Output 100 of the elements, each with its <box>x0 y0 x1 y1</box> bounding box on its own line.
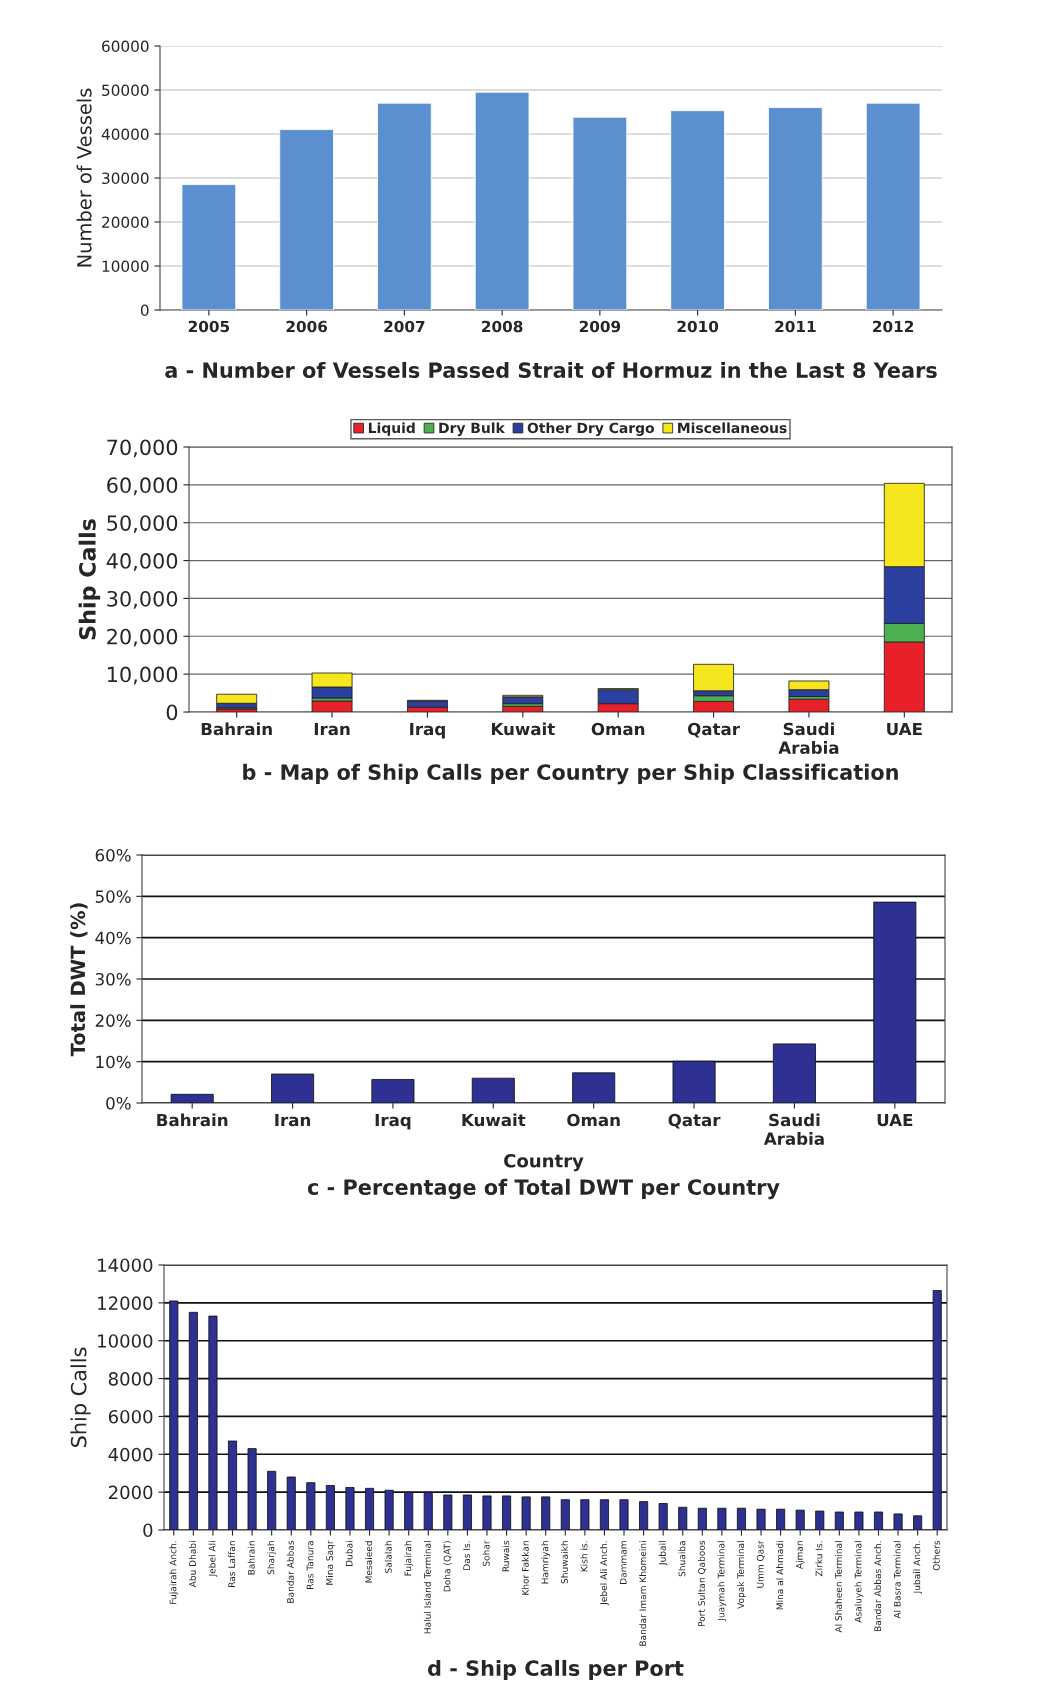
bar <box>216 693 258 704</box>
x-tick-label: Doha (QAT) <box>443 1541 452 1592</box>
x-tick-label: 2005 <box>188 320 230 333</box>
y-tick-label: 40000 <box>101 128 149 141</box>
text: c - Percentage of Total DWT per Country <box>307 1178 780 1200</box>
bar <box>893 1513 903 1530</box>
bar <box>670 110 725 310</box>
bar <box>865 102 921 310</box>
x-tick-label: Asaluyeh Terminal <box>854 1541 864 1623</box>
y-tick-label: 60% <box>95 848 131 862</box>
y-tick-label: 50,000 <box>107 515 178 534</box>
text: b - Map of Ship Calls per Country per Ship Classification <box>243 763 898 785</box>
bar <box>776 1508 786 1530</box>
text: d - Ship Calls per Port <box>428 1659 684 1681</box>
x-tick-label: Salalah <box>384 1541 392 1573</box>
x-tick-label: Juaymah Terminal <box>717 1541 727 1622</box>
x-tick-label: Bahrain <box>247 1541 255 1575</box>
bar <box>599 1499 609 1530</box>
bar <box>170 1093 214 1103</box>
x-tick-label: Khor Fakkan <box>521 1541 529 1595</box>
x-tick-label: Saudi Arabia <box>778 722 839 754</box>
bar <box>736 1507 746 1530</box>
y-tick-label: 8000 <box>108 1372 153 1386</box>
x-tick-label: Bahrain <box>201 722 272 736</box>
x-tick-label: Ruwais <box>502 1540 510 1572</box>
x-tick-label: Sharjah <box>267 1541 277 1575</box>
x-tick-label: Kuwait <box>462 1113 526 1127</box>
bar <box>474 91 530 310</box>
bar <box>521 1496 531 1530</box>
x-tick-label: Port Sultan Qaboos <box>697 1540 706 1627</box>
x-tick-label: Fujairah <box>404 1541 414 1576</box>
x-tick-label: Fujairah Anch. <box>169 1541 179 1604</box>
y-axis-title: Number of Vessels <box>76 88 92 267</box>
x-tick-label: Halul Island Terminal <box>423 1541 431 1634</box>
bar <box>768 107 823 310</box>
x-tick-label: 2008 <box>482 320 523 333</box>
x-tick-label: 2012 <box>873 320 914 333</box>
legend-label: Miscellaneous <box>678 422 787 434</box>
y-tick-label: 0 <box>166 704 178 721</box>
bar <box>560 1499 570 1530</box>
x-tick-label: Umm Qasr <box>756 1540 765 1588</box>
bar <box>717 1507 727 1530</box>
x-tick-label: Al Basra Terminal <box>893 1541 901 1619</box>
y-tick-label: 6000 <box>108 1409 153 1424</box>
bar <box>639 1501 649 1530</box>
x-tick-label: Bahrain <box>157 1113 228 1127</box>
y-axis-title: Ship Calls <box>78 519 101 640</box>
x-tick-label: Shuaiba <box>678 1541 686 1577</box>
y-tick-label: 50% <box>95 890 131 903</box>
x-tick-label: UAE <box>887 722 922 736</box>
x-tick-label: Oman <box>567 1113 620 1127</box>
x-tick-label: Qatar <box>687 722 740 738</box>
bar <box>181 184 237 310</box>
x-tick-label: Mina Saqr <box>326 1540 335 1585</box>
x-tick-label: Ras Tanura <box>306 1541 314 1589</box>
y-tick-label: 20,000 <box>107 628 178 647</box>
x-tick-label: Mesaieed <box>365 1541 373 1583</box>
y-tick-label: 60000 <box>102 40 149 53</box>
x-tick-label: Iran <box>275 1113 311 1127</box>
x-tick-label: Das Is. <box>463 1541 471 1570</box>
x-tick-label: 2011 <box>775 320 816 333</box>
bar <box>693 663 735 692</box>
x-tick-label: Oman <box>591 722 645 736</box>
y-tick-label: 10,000 <box>107 666 178 685</box>
bar <box>834 1511 844 1530</box>
x-tick-label: Jebel Ali <box>208 1541 218 1577</box>
y-tick-label: 0 <box>140 304 149 317</box>
x-tick-label: 2007 <box>384 320 425 333</box>
bar <box>279 129 334 310</box>
bar <box>873 1511 884 1530</box>
bar <box>371 1079 415 1103</box>
x-tick-label: Jubail <box>658 1541 668 1566</box>
y-tick-label: 30,000 <box>107 590 178 609</box>
y-tick-label: 4000 <box>108 1447 153 1462</box>
y-tick-label: 40% <box>95 931 131 945</box>
x-tick-label: Bandar Abbas Anch. <box>874 1541 882 1632</box>
x-tick-label: Bandar Abbas <box>286 1540 294 1603</box>
bar <box>471 1077 515 1103</box>
x-tick-label: Kish is. <box>580 1541 588 1572</box>
x-tick-label: Sohar <box>482 1540 490 1567</box>
x-tick-label: Hamriyah <box>541 1541 551 1584</box>
y-tick-label: 0% <box>106 1096 131 1110</box>
x-tick-label: Dammam <box>619 1541 627 1584</box>
y-axis-title: Ship Calls <box>70 1347 91 1448</box>
x-tick-label: Jubail Anch. <box>913 1541 922 1594</box>
bar <box>756 1508 766 1530</box>
x-tick-label: Vopak Terminal <box>737 1541 746 1609</box>
bar <box>271 1073 315 1103</box>
x-tick-label: Zirku Is. <box>815 1541 823 1577</box>
bar <box>502 1495 512 1530</box>
bar <box>678 1506 688 1530</box>
x-tick-label: Iraq <box>410 722 445 739</box>
bar <box>854 1511 864 1530</box>
x-tick-label: Qatar <box>668 1113 721 1129</box>
x-tick-label: Shuwaikh <box>560 1541 568 1584</box>
y-tick-label: 30% <box>95 972 131 986</box>
x-tick-label: Saudi Arabia <box>763 1113 824 1145</box>
y-tick-label: 10% <box>96 1055 131 1069</box>
bar <box>795 1509 805 1530</box>
bar <box>815 1510 825 1530</box>
